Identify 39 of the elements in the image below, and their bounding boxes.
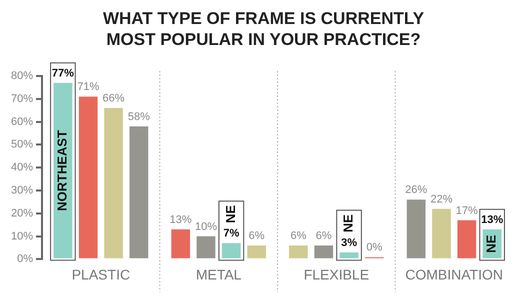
y-tick-label: 20% — [10, 207, 34, 220]
x-tick-label: METAL — [196, 266, 242, 282]
y-tick-label: 0% — [17, 253, 34, 266]
data-label: 6% — [290, 230, 307, 242]
y-tick-label: 80% — [10, 70, 34, 82]
data-label: 6% — [248, 230, 265, 242]
y-tick-label: 30% — [10, 184, 34, 197]
data-label: 10% — [194, 220, 218, 233]
data-label: 17% — [456, 204, 478, 217]
bar — [196, 236, 216, 258]
data-label: 71% — [77, 81, 100, 94]
data-label: 0% — [366, 242, 383, 254]
annotation: NE — [340, 214, 356, 232]
data-label: 13% — [481, 214, 504, 226]
data-label: 6% — [316, 230, 332, 242]
annotation: NE — [222, 204, 238, 224]
y-tick-label: 70% — [10, 92, 34, 105]
y-tick-label: 10% — [10, 230, 34, 242]
chart-title: WHAT TYPE OF FRAME IS CURRENTLY MOST POPULAR IN YOUR PRACTICE? — [102, 8, 426, 50]
y-tick-label: 40% — [10, 162, 34, 174]
data-label: 26% — [405, 184, 428, 196]
y-tick-label: 60% — [10, 116, 34, 128]
data-label: 58% — [128, 110, 150, 123]
x-tick-label: PLASTIC — [72, 266, 130, 282]
bar — [222, 243, 241, 258]
bar — [314, 245, 334, 258]
data-label: 77% — [52, 67, 74, 80]
bar — [171, 229, 190, 258]
y-tick-label: 50% — [10, 138, 34, 151]
data-label: 66% — [102, 92, 125, 105]
annotation: NORTHEAST — [54, 130, 70, 211]
data-label: 22% — [430, 193, 453, 206]
data-label: 13% — [170, 214, 192, 226]
data-label: 7% — [223, 228, 240, 240]
data-label: 3% — [341, 236, 358, 249]
annotation: NE — [484, 234, 499, 253]
x-tick-label: FLEXIBLE — [304, 266, 370, 282]
x-tick-label: COMBINATION — [405, 266, 503, 282]
bar — [340, 252, 358, 258]
